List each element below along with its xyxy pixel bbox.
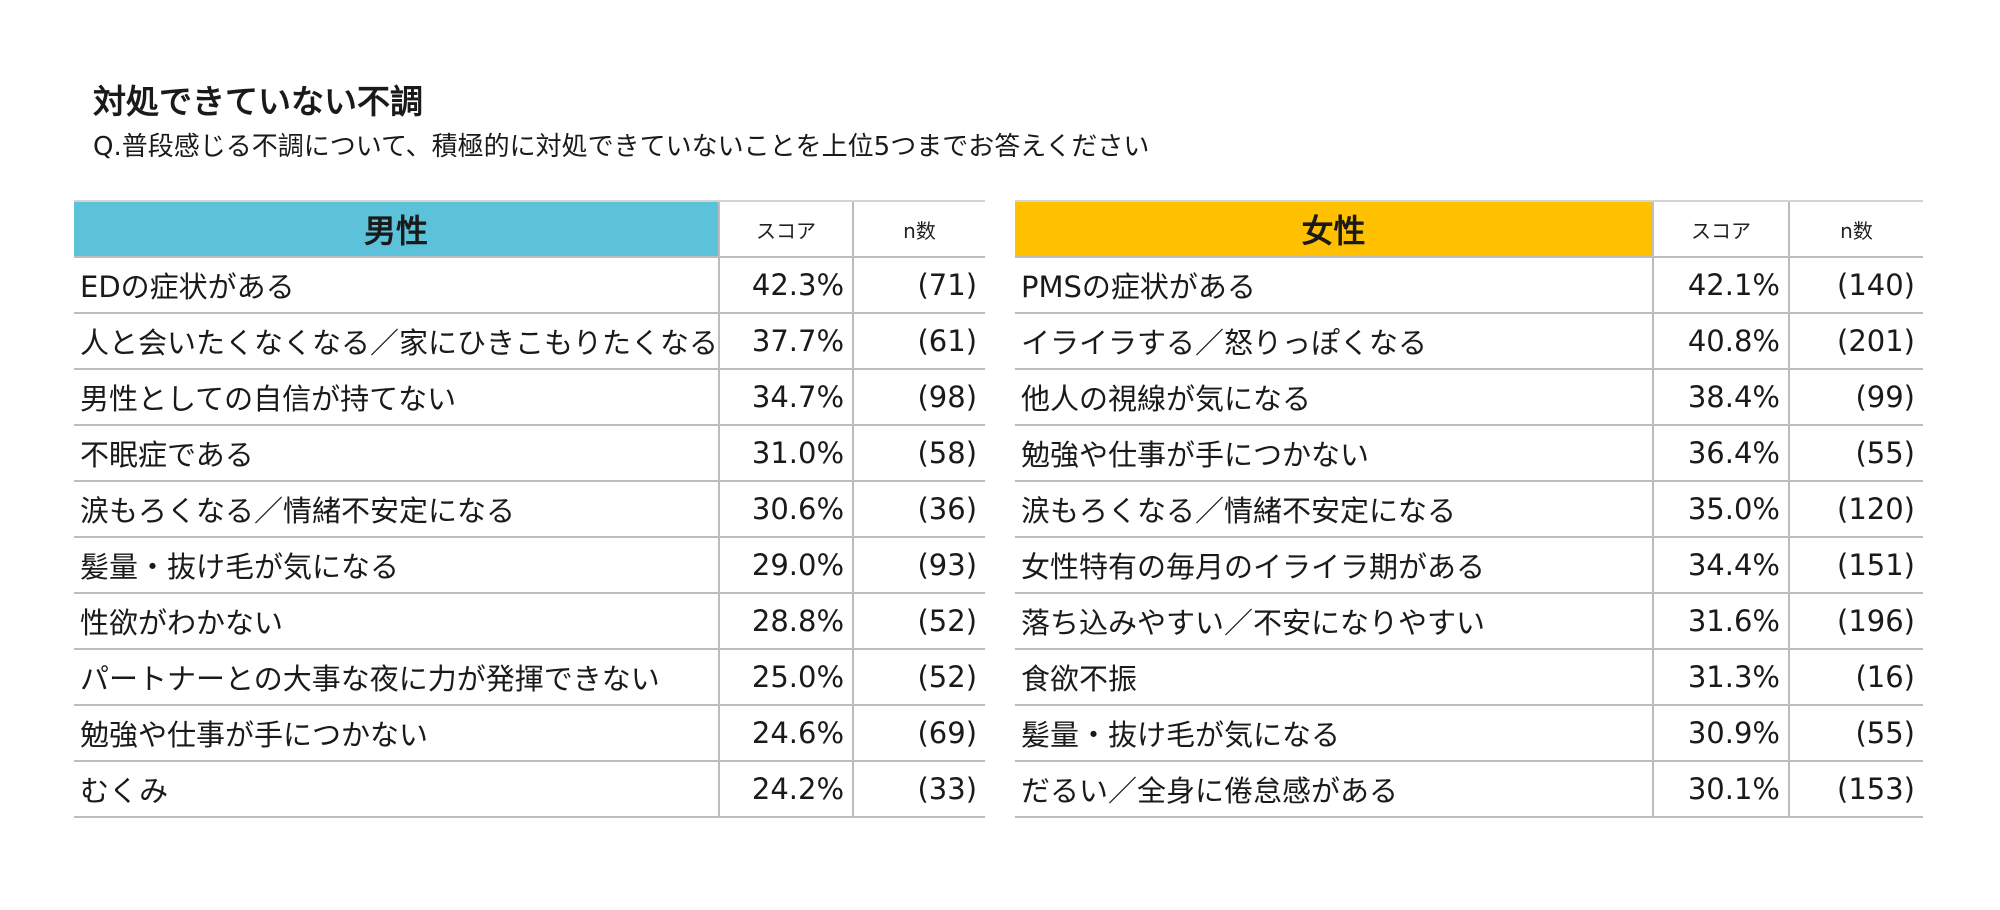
table-row: 落ち込みやすい／不安になりやすい 31.6% (196): [1015, 593, 1923, 650]
row-label: 勉強や仕事が手につかない: [1015, 425, 1653, 482]
men-table-body: EDの症状がある 42.3% (71) 人と会いたくなくなる／家にひきこもりたくなる 3…: [74, 257, 986, 818]
row-n-count: (16): [1788, 649, 1923, 706]
row-label: 人と会いたくなくなる／家にひきこもりたくなる: [74, 313, 720, 370]
row-n-count: (58): [852, 425, 986, 482]
table-row: 他人の視線が気になる 38.4% (99): [1015, 369, 1923, 426]
row-score: 40.8%: [1652, 313, 1789, 370]
row-label: 女性特有の毎月のイライラ期がある: [1015, 537, 1653, 594]
row-n-count: (55): [1788, 705, 1923, 762]
table-row: 髪量・抜け毛が気になる 30.9% (55): [1015, 705, 1923, 762]
row-score: 28.8%: [718, 593, 854, 650]
men-table: 男性 スコア n数 EDの症状がある 42.3% (71) 人と会いたくなくなる／家に…: [74, 200, 986, 818]
row-score: 42.1%: [1652, 257, 1789, 314]
table-row: 性欲がわかない 28.8% (52): [74, 593, 986, 650]
women-table-body: PMSの症状がある 42.1% (140) イライラする／怒りっぽくなる 40.8% (2…: [1015, 257, 1923, 818]
row-score: 30.9%: [1652, 705, 1789, 762]
row-n-count: (151): [1788, 537, 1923, 594]
row-n-count: (33): [852, 761, 986, 818]
men-table-header-row: 男性 スコア n数: [74, 200, 986, 258]
row-n-count: (99): [1788, 369, 1923, 426]
row-n-count: (140): [1788, 257, 1923, 314]
page-title: 対処できていない不調: [93, 82, 423, 121]
row-n-count: (98): [852, 369, 986, 426]
table-row: 人と会いたくなくなる／家にひきこもりたくなる 37.7% (61): [74, 313, 986, 370]
row-n-count: (61): [852, 313, 986, 370]
row-score: 24.6%: [718, 705, 854, 762]
row-label: 涙もろくなる／情緒不安定になる: [74, 481, 720, 538]
row-label: EDの症状がある: [74, 257, 720, 314]
men-header: 男性: [74, 200, 720, 258]
table-row: EDの症状がある 42.3% (71): [74, 257, 986, 314]
row-score: 25.0%: [718, 649, 854, 706]
table-row: 髪量・抜け毛が気になる 29.0% (93): [74, 537, 986, 594]
row-score: 31.3%: [1652, 649, 1789, 706]
table-row: むくみ 24.2% (33): [74, 761, 986, 818]
table-row: イライラする／怒りっぽくなる 40.8% (201): [1015, 313, 1923, 370]
table-row: だるい／全身に倦怠感がある 30.1% (153): [1015, 761, 1923, 818]
row-label: 落ち込みやすい／不安になりやすい: [1015, 593, 1653, 650]
row-score: 36.4%: [1652, 425, 1789, 482]
row-score: 31.6%: [1652, 593, 1789, 650]
row-label: 髪量・抜け毛が気になる: [1015, 705, 1653, 762]
question-text: Q.普段感じる不調について、積極的に対処できていないことを上位5つまでお答えくだ…: [93, 132, 1150, 162]
table-row: パートナーとの大事な夜に力が発揮できない 25.0% (52): [74, 649, 986, 706]
women-table-header-row: 女性 スコア n数: [1015, 200, 1923, 258]
table-row: 涙もろくなる／情緒不安定になる 30.6% (36): [74, 481, 986, 538]
table-row: 勉強や仕事が手につかない 36.4% (55): [1015, 425, 1923, 482]
women-table: 女性 スコア n数 PMSの症状がある 42.1% (140) イライラする／怒りっぽ…: [1015, 200, 1923, 818]
row-label: PMSの症状がある: [1015, 257, 1653, 314]
row-n-count: (153): [1788, 761, 1923, 818]
row-score: 24.2%: [718, 761, 854, 818]
row-n-count: (201): [1788, 313, 1923, 370]
row-label: むくみ: [74, 761, 720, 818]
row-score: 42.3%: [718, 257, 854, 314]
row-label: 男性としての自信が持てない: [74, 369, 720, 426]
row-score: 38.4%: [1652, 369, 1789, 426]
row-label: 勉強や仕事が手につかない: [74, 705, 720, 762]
table-row: 不眠症である 31.0% (58): [74, 425, 986, 482]
row-score: 30.6%: [718, 481, 854, 538]
row-label: 食欲不振: [1015, 649, 1653, 706]
women-score-header: スコア: [1652, 200, 1789, 258]
row-n-count: (71): [852, 257, 986, 314]
women-header: 女性: [1015, 200, 1653, 258]
row-label: だるい／全身に倦怠感がある: [1015, 761, 1653, 818]
row-n-count: (69): [852, 705, 986, 762]
table-row: PMSの症状がある 42.1% (140): [1015, 257, 1923, 314]
row-label: 他人の視線が気になる: [1015, 369, 1653, 426]
row-label: パートナーとの大事な夜に力が発揮できない: [74, 649, 720, 706]
women-n-header: n数: [1788, 200, 1923, 258]
row-n-count: (36): [852, 481, 986, 538]
row-score: 35.0%: [1652, 481, 1789, 538]
row-score: 29.0%: [718, 537, 854, 594]
row-score: 37.7%: [718, 313, 854, 370]
row-n-count: (93): [852, 537, 986, 594]
row-score: 34.7%: [718, 369, 854, 426]
row-n-count: (120): [1788, 481, 1923, 538]
men-n-header: n数: [852, 200, 986, 258]
row-score: 31.0%: [718, 425, 854, 482]
row-n-count: (55): [1788, 425, 1923, 482]
row-label: 髪量・抜け毛が気になる: [74, 537, 720, 594]
row-score: 30.1%: [1652, 761, 1789, 818]
table-row: 勉強や仕事が手につかない 24.6% (69): [74, 705, 986, 762]
row-score: 34.4%: [1652, 537, 1789, 594]
men-score-header: スコア: [718, 200, 854, 258]
table-row: 女性特有の毎月のイライラ期がある 34.4% (151): [1015, 537, 1923, 594]
row-n-count: (52): [852, 593, 986, 650]
row-n-count: (52): [852, 649, 986, 706]
row-label: イライラする／怒りっぽくなる: [1015, 313, 1653, 370]
row-label: 涙もろくなる／情緒不安定になる: [1015, 481, 1653, 538]
table-row: 男性としての自信が持てない 34.7% (98): [74, 369, 986, 426]
table-row: 涙もろくなる／情緒不安定になる 35.0% (120): [1015, 481, 1923, 538]
row-label: 不眠症である: [74, 425, 720, 482]
row-label: 性欲がわかない: [74, 593, 720, 650]
table-row: 食欲不振 31.3% (16): [1015, 649, 1923, 706]
row-n-count: (196): [1788, 593, 1923, 650]
